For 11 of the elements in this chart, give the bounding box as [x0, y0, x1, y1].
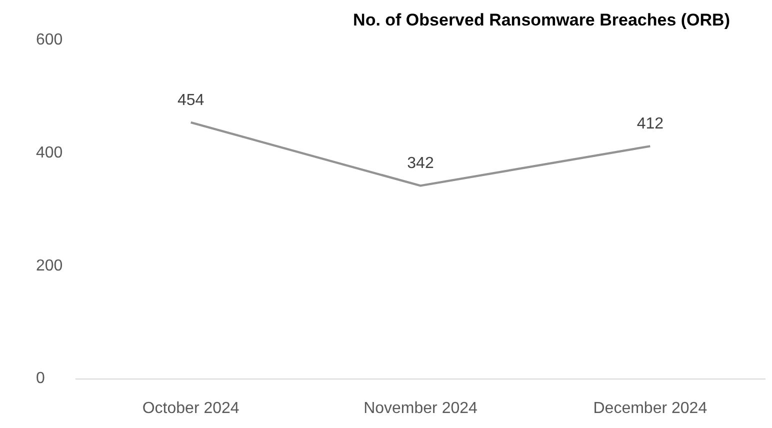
- y-tick-label: 600: [36, 31, 63, 48]
- data-label: 412: [636, 116, 664, 133]
- data-label: 454: [177, 92, 204, 109]
- x-tick-label: December 2024: [593, 400, 708, 417]
- data-label: 342: [407, 155, 434, 172]
- y-tick-label: 400: [36, 144, 63, 162]
- y-tick-label: 200: [36, 257, 63, 274]
- x-tick-label: October 2024: [142, 400, 240, 417]
- y-tick-label: 0: [36, 370, 45, 388]
- chart-title: No. of Observed Ransomware Breaches (ORB): [353, 10, 730, 30]
- x-tick-label: November 2024: [364, 400, 478, 417]
